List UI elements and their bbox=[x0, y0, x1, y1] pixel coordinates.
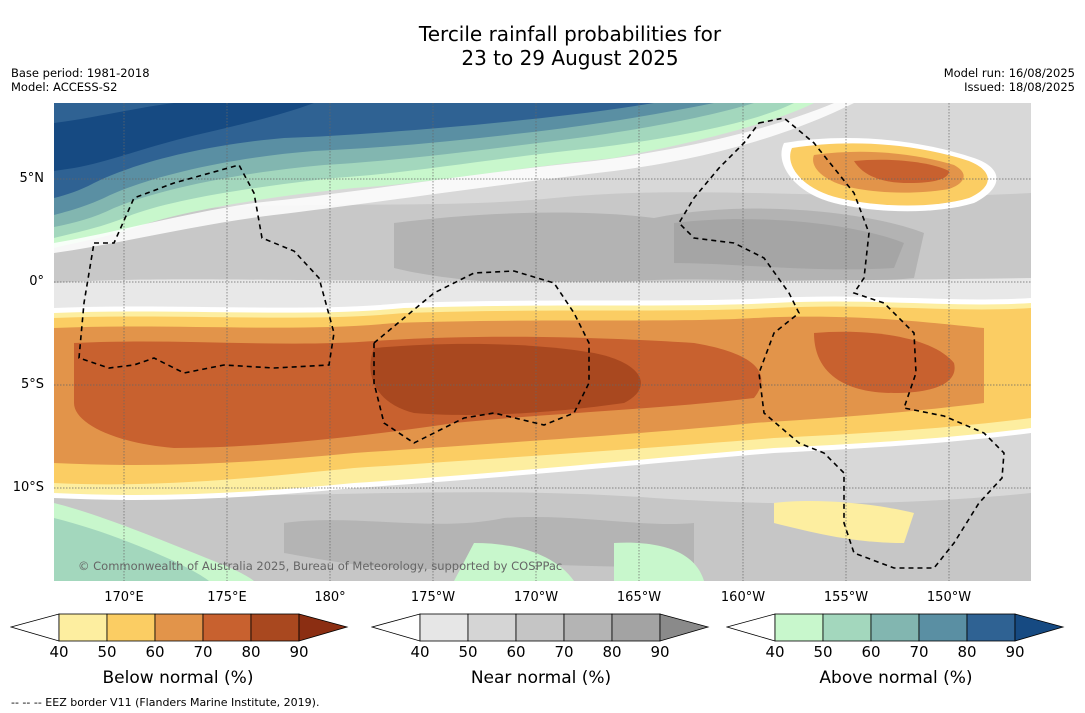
near-tick-90: 90 bbox=[650, 643, 670, 661]
below-tick-40: 40 bbox=[49, 643, 69, 661]
above-tick-90: 90 bbox=[1005, 643, 1025, 661]
colorbar-bin-5 bbox=[250, 613, 300, 642]
colorbar-bin-1 bbox=[419, 613, 469, 642]
colorbar-bin-2 bbox=[467, 613, 517, 642]
lon-label-155w: 155°W bbox=[823, 590, 869, 605]
map-title: Tercile rainfall probabilities for 23 to… bbox=[0, 22, 1085, 70]
above-normal-label: Above normal (%) bbox=[819, 668, 973, 688]
colorbar-extend-high bbox=[659, 613, 710, 642]
meta-left: Base period: 1981-2018 Model: ACCESS-S2 bbox=[11, 66, 150, 94]
lat-label-5n: 5°N bbox=[19, 171, 45, 186]
colorbar-bin-3 bbox=[870, 613, 920, 642]
below-tick-80: 80 bbox=[241, 643, 261, 661]
copyright-text: © Commonwealth of Australia 2025, Bureau… bbox=[78, 559, 562, 573]
issued-text: Issued: 18/08/2025 bbox=[964, 80, 1075, 94]
colorbar-bin-3 bbox=[154, 613, 204, 642]
colorbar-bin-4 bbox=[918, 613, 968, 642]
near-tick-80: 80 bbox=[602, 643, 622, 661]
near-tick-70: 70 bbox=[554, 643, 574, 661]
eez-border-note: -- -- -- EEZ border V11 (Flanders Marine… bbox=[11, 696, 320, 709]
lon-label-160w: 160°W bbox=[720, 590, 766, 605]
below-tick-60: 60 bbox=[145, 643, 165, 661]
title-line-1: Tercile rainfall probabilities for bbox=[418, 22, 722, 46]
near-tick-50: 50 bbox=[458, 643, 478, 661]
above-tick-80: 80 bbox=[957, 643, 977, 661]
lon-label-175w: 175°W bbox=[410, 590, 456, 605]
above-tick-70: 70 bbox=[909, 643, 929, 661]
colorbar-extend-low bbox=[726, 613, 776, 642]
rainfall-probability-map: © Commonwealth of Australia 2025, Bureau… bbox=[54, 103, 1031, 581]
near-normal-label: Near normal (%) bbox=[470, 668, 612, 688]
colorbar-bin-4 bbox=[563, 613, 613, 642]
below-tick-50: 50 bbox=[97, 643, 117, 661]
lon-label-175e: 175°E bbox=[207, 590, 247, 605]
near-tick-60: 60 bbox=[506, 643, 526, 661]
meta-right: Model run: 16/08/2025 Issued: 18/08/2025 bbox=[944, 66, 1075, 94]
colorbar-bin-1 bbox=[58, 613, 108, 642]
colorbar-bin-5 bbox=[611, 613, 661, 642]
colorbar-bin-1 bbox=[774, 613, 824, 642]
below-normal-label: Below normal (%) bbox=[102, 668, 254, 688]
above-normal-colorbar bbox=[726, 613, 1065, 642]
lon-label-150w: 150°W bbox=[926, 590, 972, 605]
lon-label-170w: 170°W bbox=[513, 590, 559, 605]
colorbar-bin-5 bbox=[966, 613, 1016, 642]
lat-label-0: 0° bbox=[29, 274, 44, 289]
base-period-text: Base period: 1981-2018 bbox=[11, 66, 150, 80]
above-tick-60: 60 bbox=[861, 643, 881, 661]
near-tick-40: 40 bbox=[410, 643, 430, 661]
above-tick-40: 40 bbox=[765, 643, 785, 661]
model-run-text: Model run: 16/08/2025 bbox=[943, 66, 1075, 80]
title-line-2: 23 to 29 August 2025 bbox=[461, 46, 679, 70]
colorbar-bin-4 bbox=[202, 613, 252, 642]
lon-label-170e: 170°E bbox=[104, 590, 144, 605]
colorbar-bin-2 bbox=[822, 613, 872, 642]
lon-label-165w: 165°W bbox=[616, 590, 662, 605]
below-normal-colorbar bbox=[10, 613, 349, 642]
below-tick-90: 90 bbox=[289, 643, 309, 661]
lat-label-5s: 5°S bbox=[20, 377, 44, 392]
colorbar-extend-high bbox=[298, 613, 349, 642]
colorbar-extend-low bbox=[371, 613, 421, 642]
colorbar-extend-high bbox=[1014, 613, 1065, 642]
below-tick-70: 70 bbox=[193, 643, 213, 661]
lat-label-10s: 10°S bbox=[12, 480, 44, 495]
colorbar-bin-2 bbox=[106, 613, 156, 642]
above-tick-50: 50 bbox=[813, 643, 833, 661]
colorbar-extend-low bbox=[10, 613, 60, 642]
lon-label-180: 180° bbox=[314, 590, 346, 605]
near-normal-colorbar bbox=[371, 613, 710, 642]
colorbar-bin-3 bbox=[515, 613, 565, 642]
model-text: Model: ACCESS-S2 bbox=[11, 80, 118, 94]
